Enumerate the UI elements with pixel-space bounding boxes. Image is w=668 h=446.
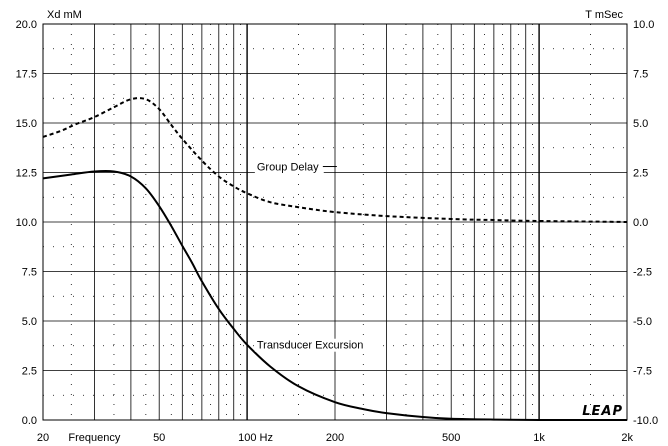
x-tick-label: 50 bbox=[153, 432, 165, 444]
y-right-tick-label: 0.0 bbox=[633, 217, 648, 229]
leap-logo: LEAP bbox=[582, 404, 623, 419]
x-tick-label: 2k bbox=[621, 432, 633, 444]
y-left-tick-label: 10.0 bbox=[16, 217, 37, 229]
y-right-tick-label: 5.0 bbox=[633, 118, 648, 130]
x-tick-label: 100 Hz bbox=[238, 432, 273, 444]
y-left-tick-label: 20.0 bbox=[16, 19, 37, 31]
y-left-tick-label: 7.5 bbox=[22, 267, 37, 279]
y-right-tick-label: -10.0 bbox=[633, 415, 658, 427]
annotations: Group Delay Transducer Excursion bbox=[254, 160, 377, 352]
y-left-tick-label: 2.5 bbox=[22, 366, 37, 378]
major-grid bbox=[42, 23, 628, 421]
series-layer bbox=[42, 97, 628, 422]
y-left-tick-label: 12.5 bbox=[16, 168, 37, 180]
minor-grid bbox=[43, 24, 627, 420]
group-delay-line bbox=[42, 97, 628, 223]
y-right-tick-label: 2.5 bbox=[633, 168, 648, 180]
y-right-tick-label: 7.5 bbox=[633, 69, 648, 81]
annotation-bg bbox=[254, 160, 324, 174]
y-left-tick-label: 5.0 bbox=[22, 316, 37, 328]
y-axis-right-label: T mSec bbox=[585, 9, 623, 21]
x-axis-label: Frequency bbox=[68, 432, 120, 444]
y-left-tick-label: 15.0 bbox=[16, 118, 37, 130]
y-left-tick-label: 17.5 bbox=[16, 69, 37, 81]
y-right-tick-label: -2.5 bbox=[633, 267, 652, 279]
annotation-bg bbox=[254, 338, 377, 352]
x-tick-label: 20 bbox=[37, 432, 49, 444]
y-left-tick-label: 0.0 bbox=[22, 415, 37, 427]
transducer-excursion-line bbox=[42, 170, 627, 422]
y-axis-left-label: Xd mM bbox=[47, 9, 82, 21]
y-right-tick-label: -5.0 bbox=[633, 316, 652, 328]
group-delay-label: Group Delay bbox=[257, 162, 319, 174]
y-right-tick-label: 10.0 bbox=[633, 19, 654, 31]
y-right-tick-label: -7.5 bbox=[633, 366, 652, 378]
x-tick-label: 200 bbox=[326, 432, 344, 444]
tick-labels: 0.0 2.5 5.0 7.5 10.0 12.5 15.0 17.5 20.0 -10.0 -7.… bbox=[16, 19, 659, 444]
transducer-excursion-label: Transducer Excursion bbox=[257, 340, 364, 352]
x-tick-label: 1k bbox=[533, 432, 545, 444]
x-tick-label: 500 bbox=[442, 432, 460, 444]
